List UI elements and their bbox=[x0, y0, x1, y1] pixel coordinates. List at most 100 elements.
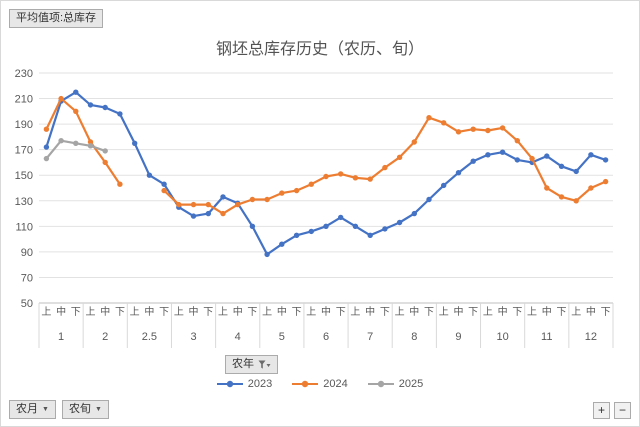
x-axis-period-label: 下 bbox=[468, 307, 478, 318]
series-2024-marker bbox=[558, 194, 565, 200]
x-axis-month-label: 12 bbox=[585, 331, 597, 343]
series-2024-marker bbox=[470, 126, 476, 132]
series-2024-marker bbox=[205, 201, 211, 208]
legend-marker-icon bbox=[216, 380, 243, 388]
series-2023-marker bbox=[499, 149, 506, 155]
series-2023-marker bbox=[411, 210, 417, 217]
value-field-button[interactable]: 平均值项:总库存 bbox=[9, 9, 104, 28]
series-2024-marker bbox=[573, 198, 579, 204]
x-axis-period-label: 下 bbox=[424, 307, 434, 318]
legend-item-2025[interactable]: 2025 bbox=[367, 378, 424, 390]
series-2024-line bbox=[45, 97, 607, 215]
x-axis-period-label: 中 bbox=[233, 305, 243, 318]
series-2023-marker bbox=[220, 194, 226, 200]
y-axis-tick-label: 150 bbox=[15, 170, 33, 182]
collapse-button[interactable]: − bbox=[614, 402, 631, 419]
series-2024-marker bbox=[514, 138, 520, 144]
series-2024-marker bbox=[161, 187, 167, 194]
x-axis-period-label: 上 bbox=[86, 306, 96, 318]
x-axis-period-label: 上 bbox=[395, 306, 405, 318]
series-2024-marker bbox=[220, 210, 226, 217]
x-axis-period-label: 下 bbox=[512, 307, 522, 318]
series-2023-marker bbox=[338, 214, 344, 221]
legend-label: 2025 bbox=[398, 378, 424, 390]
series-2024-marker bbox=[588, 185, 594, 191]
legend-item-2023[interactable]: 2023 bbox=[216, 378, 272, 390]
chart-title: 钢坯总库存历史（农历、旬） bbox=[215, 41, 424, 58]
period-field-button[interactable]: 农旬 ▼ bbox=[61, 400, 109, 419]
series-2024-marker bbox=[102, 159, 108, 166]
x-axis-period-label: 上 bbox=[439, 306, 449, 318]
series-2024-marker bbox=[485, 127, 491, 134]
x-axis-period-label: 下 bbox=[71, 307, 81, 318]
x-axis-period-label: 下 bbox=[601, 307, 611, 318]
axis-field-buttons: 农月 ▼ 农旬 ▼ bbox=[9, 400, 109, 419]
series-2023-marker bbox=[293, 232, 300, 238]
x-axis-month-label: 8 bbox=[411, 331, 417, 343]
value-field-label: 平均值项:总库存 bbox=[16, 12, 97, 24]
x-axis-period-label: 下 bbox=[292, 307, 302, 318]
series-2023-marker bbox=[161, 181, 167, 187]
x-axis-period-label: 中 bbox=[100, 305, 110, 318]
series-2024-marker bbox=[499, 125, 506, 131]
x-axis-month-label: 9 bbox=[455, 331, 461, 343]
x-axis-period-label: 中 bbox=[56, 305, 66, 318]
x-axis-period-label: 中 bbox=[586, 305, 596, 318]
x-axis-period-label: 中 bbox=[321, 305, 331, 318]
series-2023-marker bbox=[205, 210, 211, 217]
series-2024-marker bbox=[602, 178, 609, 185]
series-2024-marker bbox=[190, 201, 197, 208]
series-2023-marker bbox=[455, 170, 462, 176]
series-2023-marker bbox=[249, 223, 256, 229]
series-2023-marker bbox=[117, 111, 123, 117]
x-axis-period-label: 上 bbox=[527, 306, 537, 318]
x-axis-period-label: 上 bbox=[218, 306, 228, 318]
x-axis-month-label: 4 bbox=[235, 331, 241, 343]
year-field-filter-button[interactable]: 农年 bbox=[225, 355, 278, 374]
series-2024-marker bbox=[529, 155, 535, 162]
series-2023-marker bbox=[190, 213, 197, 219]
series-2025-marker bbox=[87, 143, 94, 149]
y-axis-tick-label: 190 bbox=[15, 119, 33, 131]
series-2023-marker bbox=[441, 182, 447, 189]
y-axis-tick-label: 170 bbox=[15, 145, 33, 157]
x-axis-period-label: 上 bbox=[41, 306, 51, 318]
x-axis-period-label: 上 bbox=[350, 306, 360, 318]
x-axis-period-label: 下 bbox=[203, 307, 213, 318]
x-axis-period-label: 中 bbox=[144, 305, 154, 318]
series-2025-marker bbox=[58, 138, 64, 144]
expand-button[interactable]: + bbox=[593, 402, 610, 419]
legend-item-2024[interactable]: 2024 bbox=[292, 378, 348, 390]
x-axis-period-label: 上 bbox=[262, 306, 272, 318]
period-field-label: 农旬 bbox=[68, 403, 91, 415]
x-axis-period-label: 上 bbox=[306, 306, 316, 318]
x-axis-month-label: 7 bbox=[367, 331, 373, 343]
x-axis-month-label: 2 bbox=[102, 331, 108, 343]
x-axis-period-label: 中 bbox=[365, 305, 375, 318]
x-axis-month-label: 6 bbox=[323, 331, 329, 343]
series-2024-marker bbox=[176, 201, 182, 208]
y-axis-tick-label: 110 bbox=[15, 221, 33, 233]
series-2024-marker bbox=[279, 190, 285, 196]
month-field-button[interactable]: 农月 ▼ bbox=[9, 400, 56, 419]
series-2024-marker bbox=[367, 176, 373, 182]
x-axis-period-label: 中 bbox=[453, 305, 463, 318]
series-2024-marker bbox=[58, 95, 64, 102]
legend-label: 2024 bbox=[323, 378, 348, 390]
filter-funnel-icon bbox=[258, 360, 271, 369]
series-2024-marker bbox=[382, 164, 388, 171]
series-2024-marker bbox=[87, 139, 94, 145]
series-2025-marker bbox=[73, 140, 79, 146]
y-axis-tick-label: 50 bbox=[21, 298, 33, 310]
series-2024-marker bbox=[455, 129, 462, 135]
x-axis-period-label: 上 bbox=[174, 306, 184, 318]
x-axis-month-label: 1 bbox=[58, 331, 64, 343]
series-2024-marker bbox=[293, 187, 300, 194]
series-2023-marker bbox=[382, 226, 388, 232]
x-axis-period-label: 上 bbox=[130, 306, 140, 318]
x-axis-period-label: 下 bbox=[115, 307, 125, 318]
series-2023-marker bbox=[396, 219, 403, 226]
series-2025-marker bbox=[102, 148, 108, 154]
